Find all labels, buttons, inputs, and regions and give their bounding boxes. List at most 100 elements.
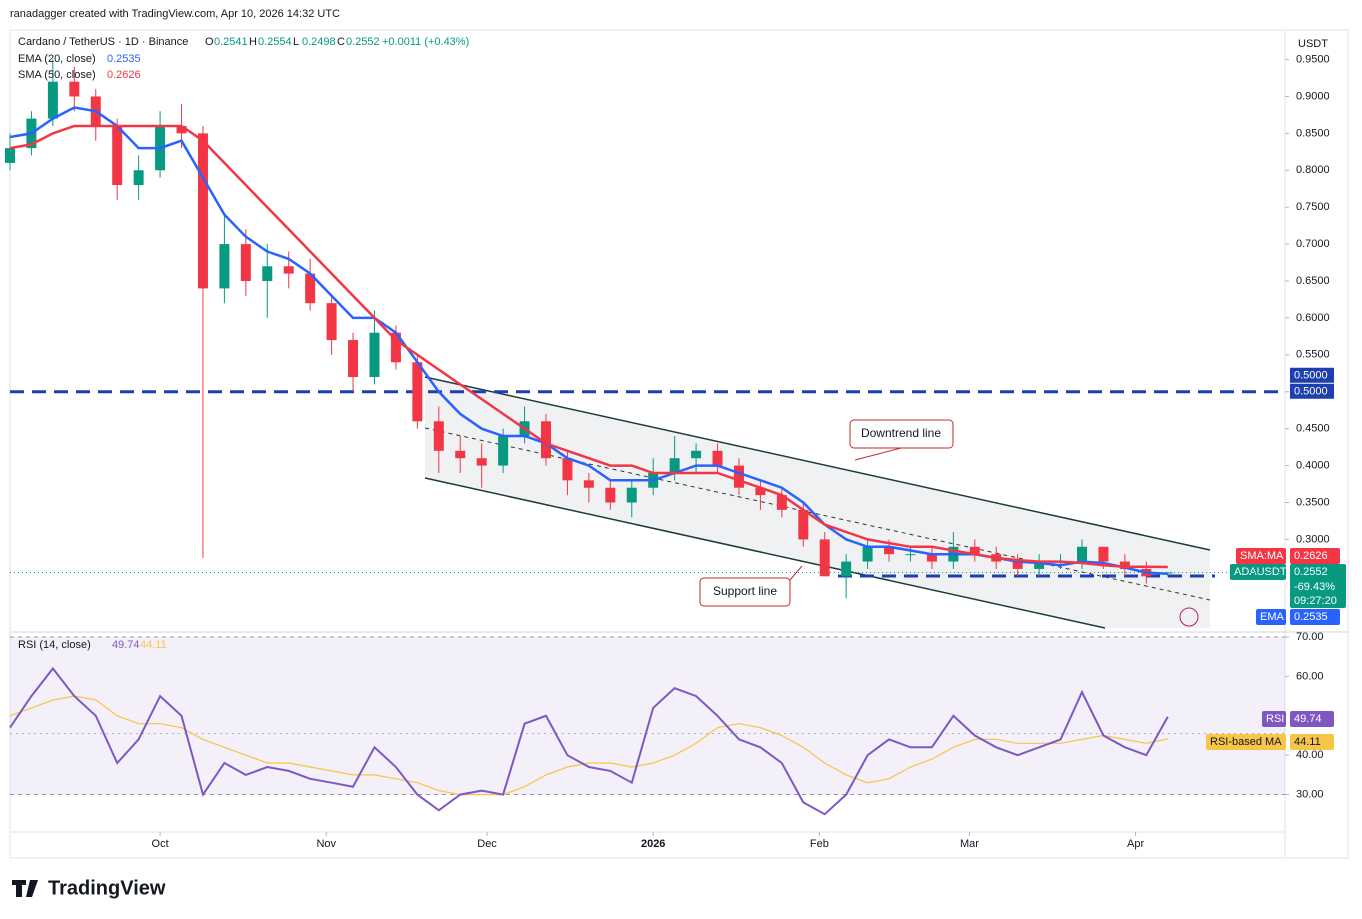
candle-body (862, 546, 873, 562)
price-tag-label: 0.2535 (1294, 611, 1328, 623)
candle-body (262, 266, 273, 282)
price-tag-label: RSI-based MA (1210, 736, 1282, 748)
credit: ranadagger created with TradingView.com,… (10, 8, 340, 20)
ohlc-letter: C (337, 36, 345, 48)
price-tag (1206, 734, 1286, 750)
candle-body (755, 487, 766, 496)
ohlc-value: 0.2498 (302, 36, 336, 48)
annotation-box (699, 577, 791, 607)
candle-body (412, 362, 423, 422)
candle-body (348, 340, 359, 377)
legend-value: 44.11 (140, 639, 167, 651)
y-tick-label: 0.9000 (1296, 90, 1330, 102)
price-tag-label: RSI (1266, 713, 1284, 725)
y-tick-label: 0.6000 (1296, 312, 1330, 324)
ohlc-letter: L (293, 36, 299, 48)
price-tag-label: 44.11 (1294, 736, 1321, 748)
candle-body (219, 244, 230, 289)
candle-body (1012, 561, 1023, 569)
annotation-pointer (854, 447, 902, 461)
candle-body (669, 458, 680, 473)
rsi-line (9, 695, 1168, 796)
y-tick-label: 0.3500 (1296, 496, 1330, 508)
legend-name: RSI (14, close) (18, 639, 91, 651)
candle-body (562, 458, 573, 481)
y-tick-label: 40.00 (1296, 749, 1324, 761)
currency: USDT (1298, 38, 1328, 50)
ohlc-value: 0.2552 (346, 36, 380, 48)
candle-body (455, 450, 466, 459)
level-tag-bg (1290, 383, 1334, 399)
candle-body (69, 81, 80, 97)
y-tick-label: 30.00 (1296, 788, 1324, 800)
x-tick-label: Mar (960, 838, 979, 850)
price-tag-label: 49.74 (1294, 713, 1322, 725)
ohlc-value: 0.2554 (258, 36, 292, 48)
change: +0.0011 (+0.43%) (382, 36, 469, 48)
price-tag (1262, 711, 1286, 727)
ohlc-value: 0.2541 (214, 36, 248, 48)
channel-mid (424, 427, 1211, 601)
support-line (424, 477, 1106, 629)
x-tick-label: Feb (810, 838, 829, 850)
price-tag (1236, 548, 1286, 564)
brand: TradingView (48, 877, 166, 899)
y-tick-label: 0.7500 (1296, 201, 1330, 213)
price-tag-label: SMA:MA (1240, 550, 1284, 562)
price-tag-label: 09:27:20 (1294, 595, 1337, 607)
candle-body (326, 303, 337, 341)
brand-logo (12, 880, 38, 897)
candle-body (133, 170, 144, 186)
candle-body (1034, 561, 1045, 569)
y-tick-label: 60.00 (1296, 670, 1324, 682)
candle-body (5, 148, 15, 163)
ohlc-letter: H (249, 36, 257, 48)
level-tag-bg (1290, 367, 1334, 383)
candle-body (776, 495, 787, 510)
candle-body (476, 458, 487, 466)
alert-icon[interactable] (1179, 607, 1199, 627)
legend-value: 49.74 (112, 639, 140, 651)
y-tick-label: 0.4500 (1296, 423, 1330, 435)
ma-line (9, 124, 1168, 569)
candle-body (541, 421, 551, 459)
level-tag: 0.5000 (1294, 370, 1328, 382)
annotation: Support line (713, 584, 777, 598)
candle-body (197, 133, 208, 289)
y-tick-label: 0.5500 (1296, 349, 1330, 361)
legend-name: EMA (20, close) (18, 53, 96, 65)
candle-body (283, 266, 294, 274)
candle-body (47, 81, 58, 119)
legend-value: 0.2535 (107, 53, 141, 65)
candle-body (433, 421, 444, 451)
candle-body (390, 332, 401, 363)
candle-body (240, 244, 251, 282)
candle-body (1119, 561, 1130, 569)
candle-body (1077, 546, 1087, 562)
candle-body (112, 125, 123, 186)
price-tag (1256, 609, 1286, 625)
candle-body (969, 546, 980, 555)
price-tag (1290, 609, 1340, 625)
candle-body (926, 554, 937, 562)
candle-body (841, 561, 852, 577)
y-tick-label: 70.00 (1296, 631, 1324, 643)
y-tick-label: 0.8500 (1296, 127, 1330, 139)
candle-body (498, 436, 509, 466)
rsi-band (10, 637, 1285, 795)
y-tick-label: 0.7000 (1296, 238, 1330, 250)
price-tag-label: 0.2552 (1294, 566, 1328, 578)
candle-body (798, 509, 809, 540)
annotation-pointer (789, 565, 803, 581)
candle-body (905, 554, 916, 556)
legend-name: SMA (50, close) (18, 69, 96, 81)
price-tag (1290, 564, 1346, 608)
price-tag-label: ADAUSDT (1234, 566, 1287, 578)
ohlc-legend: O 0.2541 H 0.2554 L 0.2498 C 0.2552 EMA (20, clo… (18, 36, 380, 81)
price-tag-label: EMA (1260, 611, 1285, 623)
annotation: Downtrend line (861, 426, 941, 440)
legend-value: 0.2626 (107, 69, 141, 81)
candle-body (583, 480, 594, 488)
x-tick-label: Apr (1127, 838, 1144, 850)
